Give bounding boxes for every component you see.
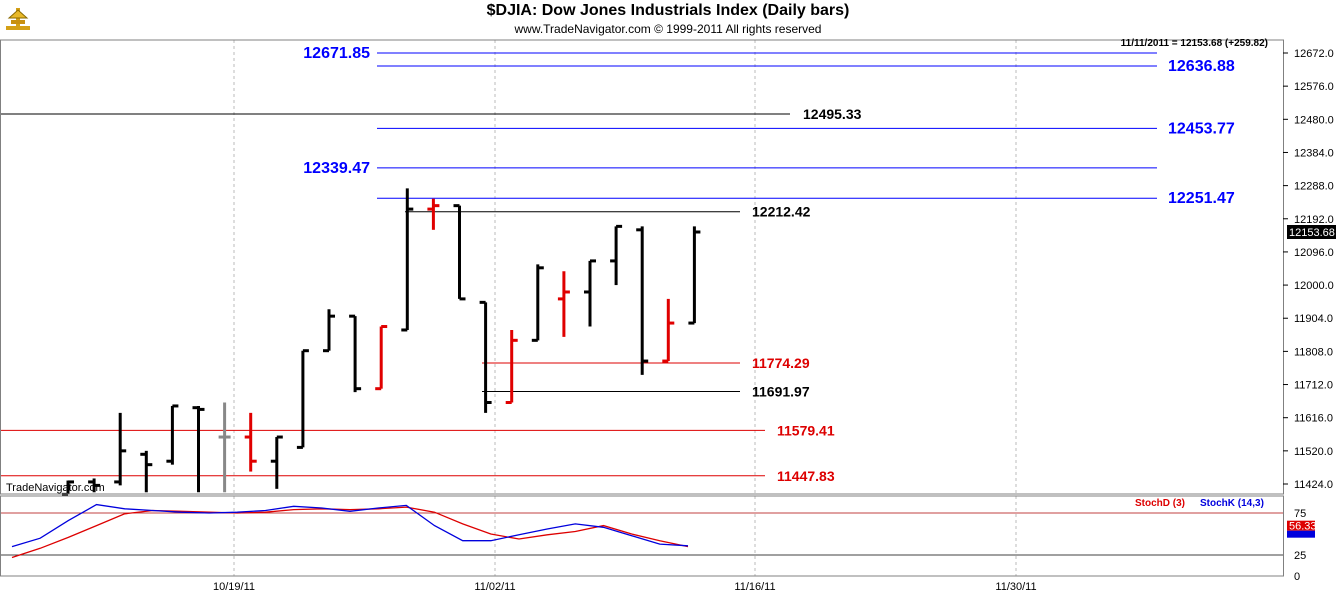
y-tick-label: 11616.0 (1294, 413, 1333, 425)
y-tick-label: 11424.0 (1294, 479, 1333, 491)
level-label-11774.29: 11774.29 (752, 355, 810, 371)
stoch-series-d (11, 506, 689, 559)
x-tick-label: 11/02/11 (474, 581, 515, 593)
chart-header: $DJIA: Dow Jones Industrials Index (Dail… (0, 0, 1336, 38)
level-label-11447.83: 11447.83 (777, 468, 835, 484)
x-tick-label: 11/16/11 (734, 581, 775, 593)
copyright-text: www.TradeNavigator.com © 1999-2011 All r… (514, 22, 822, 36)
stochastic-panel: StochD (3) StochK (14,3) (0, 498, 1283, 559)
level-label-12339.47: 12339.47 (303, 160, 370, 177)
main-panel-frame (0, 39, 1284, 495)
level-label-12251.47: 12251.47 (1168, 190, 1235, 207)
y-tick-label: 12384.0 (1294, 147, 1334, 159)
chart-title: $DJIA: Dow Jones Industrials Index (Dail… (486, 2, 850, 19)
stoch-d-value-marker (1287, 520, 1315, 531)
y-tick-label: 12096.0 (1294, 247, 1334, 259)
y-tick-label: 12288.0 (1294, 181, 1334, 193)
stoch-legend-d: StochD (3) (1135, 498, 1185, 509)
stoch-y-tick-label: 75 (1294, 508, 1306, 520)
y-tick-label: 12480.0 (1294, 114, 1334, 126)
watermark-text: TradeNavigator.com (6, 482, 105, 494)
y-tick-label: 12000.0 (1294, 280, 1334, 292)
level-label-12212.42: 12212.42 (752, 204, 811, 220)
level-label-12671.85: 12671.85 (303, 45, 370, 62)
y-tick-label: 11904.0 (1294, 313, 1333, 325)
stoch-panel-frame (0, 495, 1284, 577)
stoch-y-tick-label: 0 (1294, 571, 1300, 583)
y-tick-label: 12672.0 (1294, 48, 1334, 60)
price-levels: 12671.85 12636.88 12495.33 12453.77 12339.47… (0, 45, 1235, 484)
chart-grid (233, 40, 1017, 576)
current-price-marker (1287, 225, 1336, 240)
y-tick-label: 11712.0 (1294, 380, 1333, 392)
y-tick-label: 12192.0 (1294, 214, 1334, 226)
level-label-11579.41: 11579.41 (777, 422, 835, 438)
stoch-y-tick-label: 25 (1294, 550, 1306, 562)
ohlc-bars (62, 188, 701, 496)
stoch-k-value-marker (1287, 530, 1315, 538)
y-tick-label: 11520.0 (1294, 446, 1333, 458)
level-label-11691.97: 11691.97 (752, 383, 810, 399)
level-label-12453.77: 12453.77 (1168, 120, 1235, 137)
stoch-legend-k: StochK (14,3) (1200, 498, 1264, 509)
x-tick-label: 11/30/11 (995, 581, 1036, 593)
y-tick-label: 12576.0 (1294, 81, 1334, 93)
level-label-12636.88: 12636.88 (1168, 58, 1235, 75)
level-label-12495.33: 12495.33 (803, 106, 862, 122)
last-quote-label: 11/11/2011 = 12153.68 (+259.82) (1121, 38, 1268, 49)
trade-navigator-logo-icon[interactable] (3, 4, 33, 34)
chart-axes: 12672.0 12576.0 12480.0 12384.0 12288.0 12192… (0, 39, 1336, 593)
current-price-label: 12153.68 (1289, 227, 1335, 239)
stoch-last-value-label: 56.33 (1289, 521, 1317, 533)
stoch-series-k (11, 503, 689, 548)
x-tick-label: 10/19/11 (213, 581, 255, 593)
y-tick-label: 11808.0 (1294, 346, 1333, 358)
